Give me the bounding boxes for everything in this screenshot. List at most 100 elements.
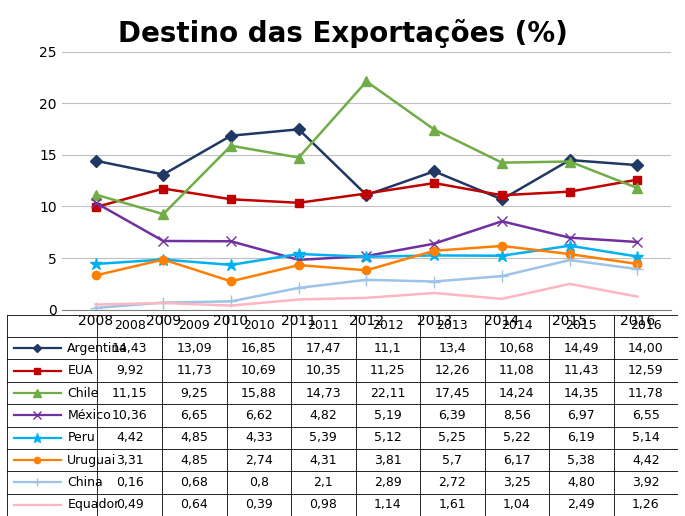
Text: 4,85: 4,85 (180, 431, 208, 444)
Chile (634, 185, 642, 191)
Text: 2013: 2013 (436, 319, 468, 332)
Text: 16,85: 16,85 (241, 342, 277, 355)
Text: 2,49: 2,49 (568, 498, 595, 511)
Text: 17,47: 17,47 (306, 342, 341, 355)
Text: 0,8: 0,8 (249, 476, 269, 489)
Peru (634, 253, 642, 260)
Text: 3,92: 3,92 (632, 476, 660, 489)
Chile (430, 126, 438, 133)
Chile (566, 158, 574, 165)
Text: 10,68: 10,68 (499, 342, 535, 355)
Argentina (295, 126, 303, 133)
Text: Chile: Chile (67, 386, 99, 399)
Text: 11,25: 11,25 (370, 364, 406, 377)
Peru (91, 261, 99, 267)
China (430, 279, 438, 285)
Text: 5,38: 5,38 (567, 454, 595, 466)
Argentina (362, 192, 371, 198)
Line: Equador: Equador (95, 284, 638, 305)
EUA (227, 196, 235, 202)
Text: 13,4: 13,4 (438, 342, 466, 355)
Text: Peru: Peru (67, 431, 95, 444)
Argentina (227, 133, 235, 139)
Equador (91, 301, 99, 308)
Text: 6,62: 6,62 (245, 409, 273, 422)
Text: 15,88: 15,88 (241, 386, 277, 399)
Peru (362, 254, 371, 260)
Text: 10,35: 10,35 (306, 364, 341, 377)
Peru (566, 243, 574, 249)
Line: Peru: Peru (89, 239, 644, 271)
Line: China: China (90, 254, 643, 314)
China (566, 257, 574, 263)
México (362, 253, 371, 259)
Text: 3,31: 3,31 (116, 454, 144, 466)
Text: 14,00: 14,00 (628, 342, 664, 355)
China (91, 305, 99, 311)
China (362, 277, 371, 283)
Argentina (566, 157, 574, 163)
Text: 3,81: 3,81 (374, 454, 401, 466)
Text: EUA: EUA (67, 364, 92, 377)
Text: 1,26: 1,26 (632, 498, 660, 511)
Uruguai (634, 261, 642, 267)
Text: 11,78: 11,78 (628, 386, 664, 399)
Text: 12,59: 12,59 (628, 364, 664, 377)
Text: 14,73: 14,73 (306, 386, 341, 399)
Text: 4,42: 4,42 (116, 431, 144, 444)
Uruguai (498, 243, 506, 249)
México (91, 200, 99, 206)
China (295, 285, 303, 291)
México (634, 239, 642, 245)
Text: 6,39: 6,39 (438, 409, 466, 422)
Text: 1,14: 1,14 (374, 498, 401, 511)
Peru (430, 252, 438, 259)
Uruguai (430, 248, 438, 254)
Text: 2011: 2011 (308, 319, 339, 332)
Argentina (498, 196, 506, 202)
Uruguai (295, 262, 303, 268)
Text: 2012: 2012 (372, 319, 403, 332)
Uruguai (227, 278, 235, 284)
Text: 6,17: 6,17 (503, 454, 531, 466)
Text: 1,04: 1,04 (503, 498, 531, 511)
EUA (362, 190, 371, 197)
Text: 14,35: 14,35 (564, 386, 599, 399)
Chile (91, 191, 99, 198)
Equador (634, 294, 642, 300)
EUA (295, 200, 303, 206)
Text: 3,25: 3,25 (503, 476, 531, 489)
Text: Destino das Exportações (%): Destino das Exportações (%) (118, 19, 567, 48)
Text: 2,74: 2,74 (245, 454, 273, 466)
Argentina (159, 171, 167, 178)
Text: 17,45: 17,45 (434, 386, 470, 399)
Text: 6,97: 6,97 (567, 409, 595, 422)
China (634, 266, 642, 272)
México (159, 238, 167, 244)
Text: 5,25: 5,25 (438, 431, 466, 444)
Text: 0,49: 0,49 (116, 498, 144, 511)
Text: 14,43: 14,43 (112, 342, 147, 355)
Text: Equador: Equador (67, 498, 119, 511)
Text: 6,19: 6,19 (568, 431, 595, 444)
Text: 2010: 2010 (243, 319, 275, 332)
Text: Argentina: Argentina (67, 342, 128, 355)
Text: 6,55: 6,55 (632, 409, 660, 422)
Text: 4,80: 4,80 (567, 476, 595, 489)
Text: 6,65: 6,65 (180, 409, 208, 422)
Line: México: México (90, 198, 643, 265)
Text: 11,08: 11,08 (499, 364, 535, 377)
Chile (159, 211, 167, 217)
México (227, 238, 235, 245)
Text: China: China (67, 476, 103, 489)
Text: 10,69: 10,69 (241, 364, 277, 377)
Line: Chile: Chile (90, 76, 643, 219)
Text: 4,31: 4,31 (310, 454, 337, 466)
Text: 11,15: 11,15 (112, 386, 147, 399)
Equador (566, 281, 574, 287)
México (295, 257, 303, 263)
Text: 14,49: 14,49 (564, 342, 599, 355)
Text: 22,11: 22,11 (370, 386, 406, 399)
México (566, 235, 574, 241)
Text: 4,42: 4,42 (632, 454, 660, 466)
